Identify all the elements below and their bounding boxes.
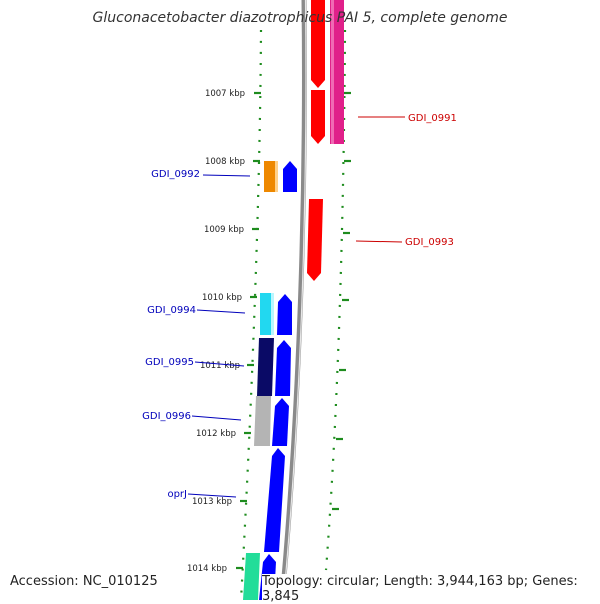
left-ring-major-ticks	[236, 91, 261, 570]
map-title: Gluconacetobacter diazotrophicus PAI 5, …	[92, 10, 508, 26]
tick-label: 1011 kbp	[200, 361, 240, 371]
gene-forward-1011[interactable]	[275, 340, 291, 396]
tick-label: 1013 kbp	[192, 497, 232, 507]
leader-line-gdi-0992	[202, 174, 251, 177]
tick-label: 1008 kbp	[205, 157, 245, 167]
leader-line-gdi-0993	[355, 240, 403, 243]
gene-cyan-gdi-0994[interactable]	[260, 293, 274, 335]
backbone-highlight	[282, 0, 307, 601]
backbone-ring	[279, 0, 307, 601]
gene-label-oprj[interactable]: oprJ	[167, 489, 187, 500]
gene-forward-1008[interactable]	[283, 161, 297, 192]
tick-label: 1009 kbp	[204, 225, 244, 235]
genome-summary-label: Topology: circular; Length: 3,944,163 bp…	[262, 574, 600, 604]
gene-cyan-shade	[271, 293, 274, 335]
tick-label: 1014 kbp	[187, 564, 227, 574]
gene-reverse-top[interactable]	[311, 0, 325, 88]
leader-line-gdi-0994	[196, 309, 246, 314]
gene-teal-1014[interactable]	[243, 553, 260, 600]
gene-reverse-gdi-0993[interactable]	[307, 199, 323, 281]
gene-label-gdi-0991[interactable]: GDI_0991	[408, 113, 457, 124]
leader-line-gdi-0995	[194, 361, 245, 367]
gene-label-gdi-0993[interactable]: GDI_0993	[405, 237, 454, 248]
gene-orange-shade	[275, 161, 278, 192]
tick-label: 1010 kbp	[202, 293, 242, 303]
gene-forward-1012[interactable]	[272, 398, 289, 446]
gene-label-gdi-0992[interactable]: GDI_0992	[151, 169, 200, 180]
gene-navy-gdi-0995[interactable]	[257, 338, 274, 396]
leader-line-oprj	[187, 493, 237, 498]
accession-label: Accession: NC_010125	[10, 574, 158, 589]
outer-left-dotted-track	[239, 29, 263, 601]
gene-gray-gdi-0996[interactable]	[254, 396, 271, 446]
gene-orange-gdi-0992[interactable]	[264, 161, 278, 192]
gene-forward-oprj[interactable]	[264, 448, 285, 552]
gene-magenta-shade	[331, 0, 334, 144]
right-ring-major-ticks	[332, 91, 351, 511]
gene-label-gdi-0994[interactable]: GDI_0994	[147, 305, 196, 316]
leader-line-gdi-0996	[191, 415, 242, 421]
gene-label-gdi-0996[interactable]: GDI_0996	[142, 411, 191, 422]
tick-label: 1007 kbp	[205, 89, 245, 99]
gene-forward-1010[interactable]	[277, 294, 292, 335]
gene-label-gdi-0995[interactable]: GDI_0995	[145, 357, 194, 368]
tick-label: 1012 kbp	[196, 429, 236, 439]
gene-reverse-1007[interactable]	[311, 90, 325, 144]
